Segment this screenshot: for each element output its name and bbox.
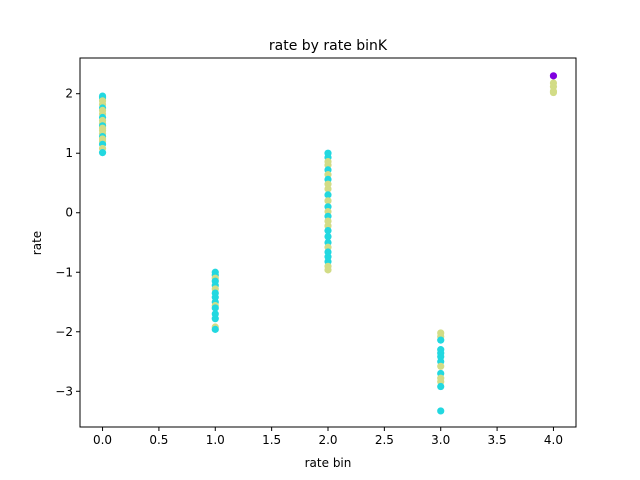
y-tick-label: 2 [65,87,73,101]
data-point [211,304,219,312]
x-tick-label: 0.0 [93,433,112,447]
x-tick-label: 3.0 [431,433,450,447]
x-axis-ticks: 0.0 0.5 1.0 1.5 2.0 2.5 3.0 3.5 4.0 [93,427,563,447]
data-point [98,149,107,157]
data-point [324,227,332,235]
y-tick-label: 0 [65,206,73,220]
y-tick-label: −1 [55,265,73,279]
data-point [324,185,332,193]
x-tick-label: 4.0 [544,433,563,447]
data-point [324,197,332,205]
x-tick-label: 0.5 [149,433,168,447]
data-point [324,232,332,241]
x-tick-label: 3.5 [488,433,507,447]
y-axis-label: rate [30,231,44,255]
x-tick-label: 1.0 [206,433,225,447]
data-point [549,72,558,80]
x-tick-label: 2.5 [375,433,394,447]
data-point [549,88,558,97]
x-axis-label: rate bin [305,456,352,470]
y-axis-ticks: −3 −2 −1 0 1 2 [55,87,80,398]
y-tick-label: 1 [65,146,73,160]
x-tick-label: 1.5 [262,433,281,447]
data-point [437,407,445,415]
data-point [437,362,445,370]
data-point [437,382,445,391]
x-tick-label: 2.0 [318,433,337,447]
data-point [324,191,332,199]
data-point [211,325,219,333]
data-points [98,72,558,415]
data-point [324,266,332,274]
data-point [437,336,445,344]
y-tick-label: −2 [55,325,73,339]
data-point [211,315,219,323]
chart-title: rate by rate binK [269,38,388,54]
y-tick-label: −3 [55,384,73,398]
